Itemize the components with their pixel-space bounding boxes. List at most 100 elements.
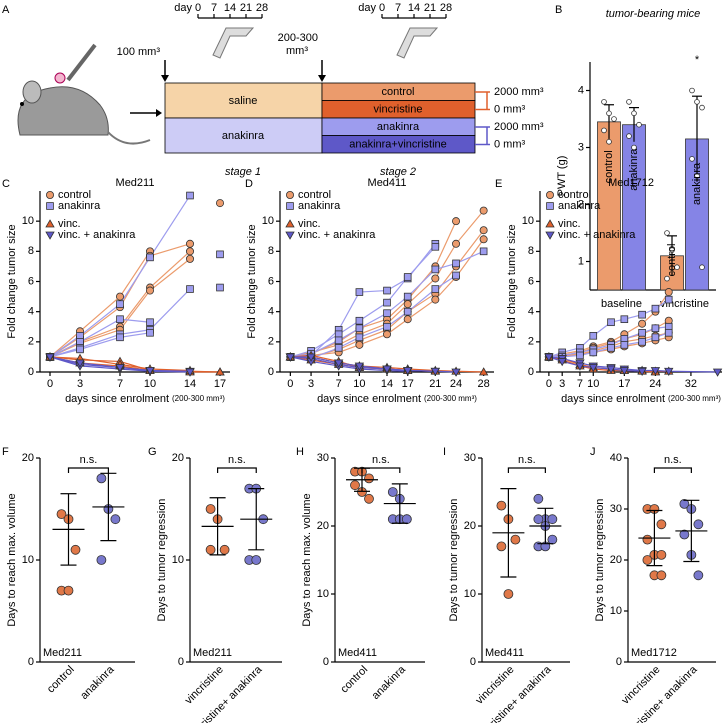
y-tick-label: 20 xyxy=(610,554,622,566)
x-axis-label-note: (200-300 mm³) xyxy=(668,394,721,403)
data-point xyxy=(547,534,558,545)
y-axis-label: Days to tumor regression xyxy=(594,499,606,622)
marker xyxy=(355,340,364,349)
marker xyxy=(116,292,125,301)
timeline-tick-label: 0 xyxy=(195,2,201,14)
data-point xyxy=(70,544,81,555)
significance-bracket xyxy=(67,467,109,473)
y-axis-label: Days to reach max. volume xyxy=(301,493,313,626)
arrow-head xyxy=(161,75,169,82)
marker xyxy=(216,250,224,259)
data-point xyxy=(503,589,514,599)
y-tick-label: 6 xyxy=(528,275,534,287)
marker xyxy=(45,219,55,228)
y-tick-label: 30 xyxy=(464,452,476,464)
x-axis-label-main: days since enrolment xyxy=(561,393,665,405)
data-point xyxy=(642,534,653,545)
data-point xyxy=(664,230,670,236)
marker xyxy=(452,271,460,280)
data-point xyxy=(679,498,690,509)
arrow-head xyxy=(318,75,326,82)
data-point xyxy=(601,127,607,134)
data-point xyxy=(689,156,695,162)
data-point xyxy=(401,514,412,525)
y-tick-label: 3 xyxy=(578,141,584,153)
x-tick-label: 17 xyxy=(618,378,630,390)
caliper-icon xyxy=(212,27,255,59)
timeline-tick-label: 28 xyxy=(440,2,452,14)
data-point xyxy=(110,514,121,525)
marker xyxy=(45,231,55,240)
panel-letter: C xyxy=(2,178,10,190)
y-tick-label: 8 xyxy=(528,245,534,257)
y-tick-label: 6 xyxy=(28,275,34,287)
marker xyxy=(285,353,296,362)
caliper-icon xyxy=(396,27,439,59)
x-tick-label: 21 xyxy=(429,378,441,390)
marker xyxy=(637,367,647,377)
data-point xyxy=(636,121,642,128)
legend-label: vinc. + anakinra xyxy=(558,229,636,241)
data-point xyxy=(626,133,632,139)
marker xyxy=(620,341,629,349)
data-point xyxy=(656,550,667,560)
x-axis-label: days since enrolment (200-300 mm³) xyxy=(65,393,225,405)
y-axis-label: Fold change tumor size xyxy=(506,224,518,338)
x-axis-label: days since enrolment (200-300 mm³) xyxy=(317,393,477,405)
marker xyxy=(382,365,392,374)
data-point xyxy=(693,570,704,581)
y-axis-label: Days to tumor regression xyxy=(448,499,460,622)
x-tick-label: 7 xyxy=(336,378,342,390)
marker xyxy=(546,202,554,210)
marker xyxy=(403,315,412,324)
mouse-illustration xyxy=(17,43,151,145)
data-point xyxy=(205,504,216,514)
stage2-label: anakinra xyxy=(377,121,420,133)
timeline-tick-label: 28 xyxy=(256,2,268,14)
y-tick-label: 10 xyxy=(610,605,622,617)
marker xyxy=(588,364,598,373)
tumor xyxy=(54,72,66,84)
timeline-label: day xyxy=(174,2,192,14)
timeline-tick-label: 21 xyxy=(240,2,252,14)
marker xyxy=(403,273,412,281)
stage-label: stage 2 xyxy=(380,166,416,178)
x-axis-label-note: (200-300 mm³) xyxy=(172,394,225,403)
x-axis-label: days since enrolment (200-300 mm³) xyxy=(561,393,721,405)
y-tick-label: 10 xyxy=(522,215,534,227)
y-axis-label: Days to tumor regression xyxy=(156,499,168,622)
syringe xyxy=(66,43,97,82)
x-tick-label: 10 xyxy=(353,378,365,390)
legend-label: vinc. xyxy=(558,218,581,230)
bar-label: anakinra xyxy=(691,162,703,205)
marker xyxy=(576,351,584,360)
x-tick-label: 3 xyxy=(308,378,314,390)
marker xyxy=(46,202,54,210)
y-axis-label: Fold change tumor size xyxy=(246,224,258,338)
y-axis-label: Days to reach max. volume xyxy=(6,493,18,626)
marker xyxy=(75,359,85,368)
data-point xyxy=(664,275,670,282)
y-tick-label: 4 xyxy=(28,306,34,318)
marker xyxy=(638,338,646,346)
data-point xyxy=(606,110,612,117)
data-point xyxy=(699,104,705,111)
significance-bracket xyxy=(361,467,401,473)
x-tick-label: control xyxy=(338,664,370,696)
data-point xyxy=(387,487,398,497)
marker xyxy=(186,285,194,293)
y-tick-label: 0 xyxy=(528,366,534,378)
marker xyxy=(382,330,391,339)
timeline-label: day xyxy=(358,2,376,14)
data-point xyxy=(642,555,653,565)
data-point xyxy=(350,480,360,491)
data-line xyxy=(290,220,457,358)
significance-bracket xyxy=(507,467,546,473)
data-point xyxy=(631,110,637,117)
marker xyxy=(664,367,674,377)
marker xyxy=(607,344,615,352)
x-tick-label: 17 xyxy=(402,378,414,390)
legend-label: control xyxy=(298,189,331,201)
model-label: Med211 xyxy=(43,647,82,659)
